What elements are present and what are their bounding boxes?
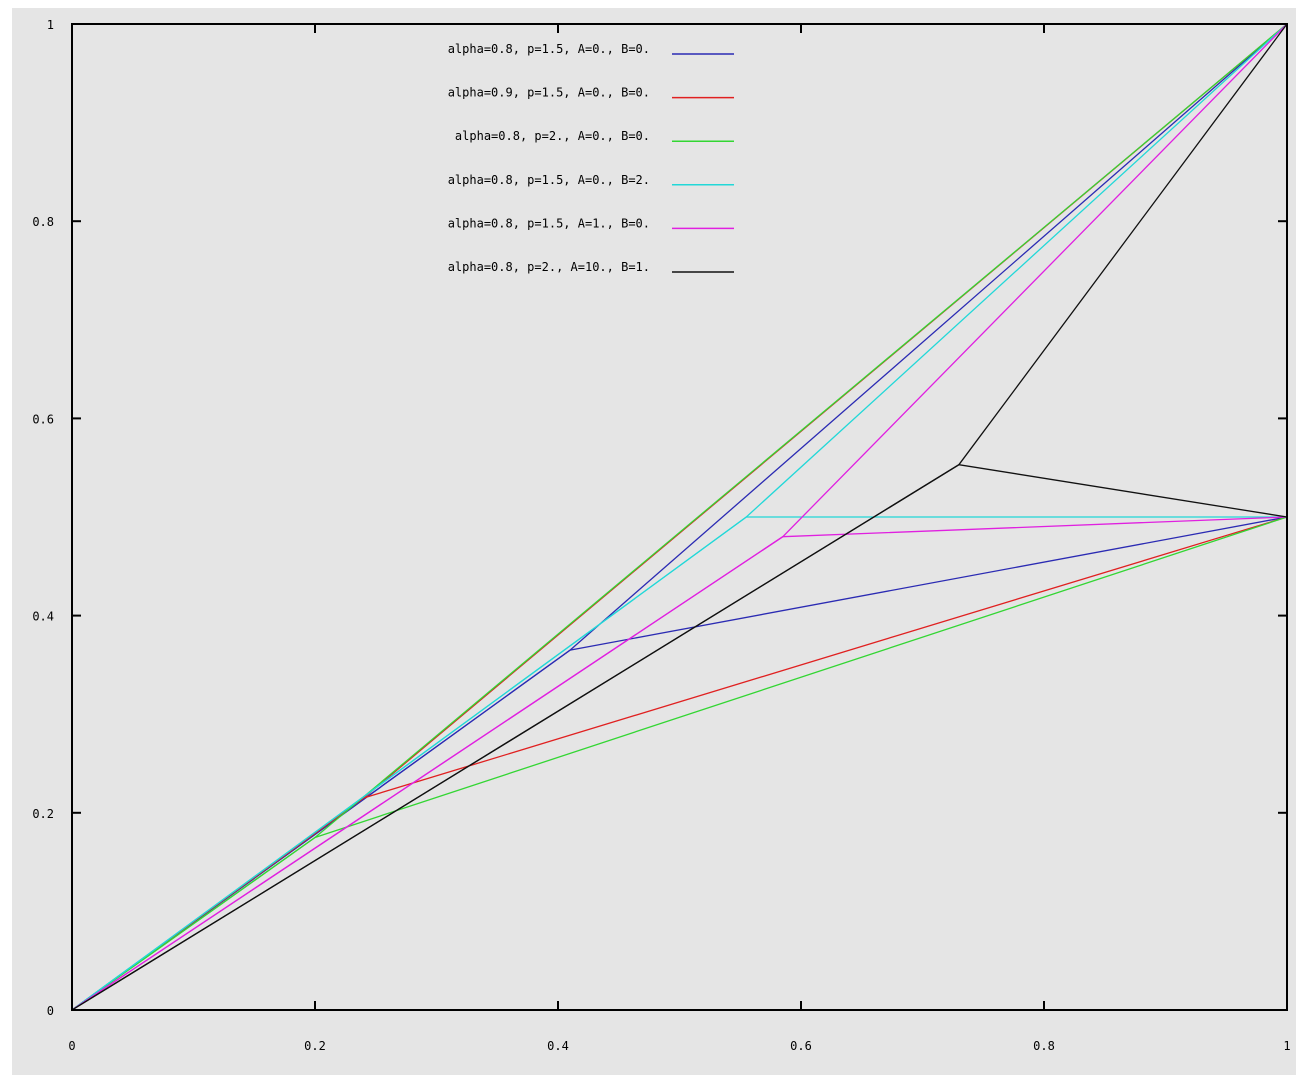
x-tick-label: 0.2 [304,1039,326,1053]
legend-label: alpha=0.9, p=1.5, A=0., B=0. [448,86,650,100]
legend-label: alpha=0.8, p=1.5, A=1., B=0. [448,216,650,230]
legend: alpha=0.8, p=1.5, A=0., B=0. alpha=0.9, p… [448,42,734,274]
y-tick-label: 0.4 [32,610,54,624]
x-tick-label: 0.4 [547,1039,569,1053]
x-tick-label: 0.6 [790,1039,812,1053]
y-tick-label: 0.6 [32,412,54,426]
series-line-5-upper [71,23,1288,1011]
series-layer [71,23,1288,1011]
series-line-4-upper [71,23,1288,1011]
y-tick-label: 0.2 [32,807,54,821]
legend-label: alpha=0.8, p=2., A=10., B=1. [448,260,650,274]
x-tick-label: 1 [1283,1039,1290,1053]
legend-label: alpha=0.8, p=1.5, A=0., B=0. [448,42,650,56]
x-tick-label: 0 [68,1039,75,1053]
legend-label: alpha=0.8, p=2., A=0., B=0. [455,129,650,143]
series-line-3-upper [71,23,1288,1011]
plot-frame [71,23,1288,1011]
y-tick-label: 1 [47,18,54,32]
series-line-6-upper [71,23,1288,1011]
x-tick-label: 0.8 [1033,1039,1055,1053]
y-tick-label: 0.8 [32,215,54,229]
legend-label: alpha=0.8, p=1.5, A=0., B=2. [448,173,650,187]
y-tick-label: 0 [47,1004,54,1018]
ticks-layer: 0 0.2 0.4 0.6 0.8 1 0 0.2 0.4 0.6 0.8 1 [32,18,1290,1053]
